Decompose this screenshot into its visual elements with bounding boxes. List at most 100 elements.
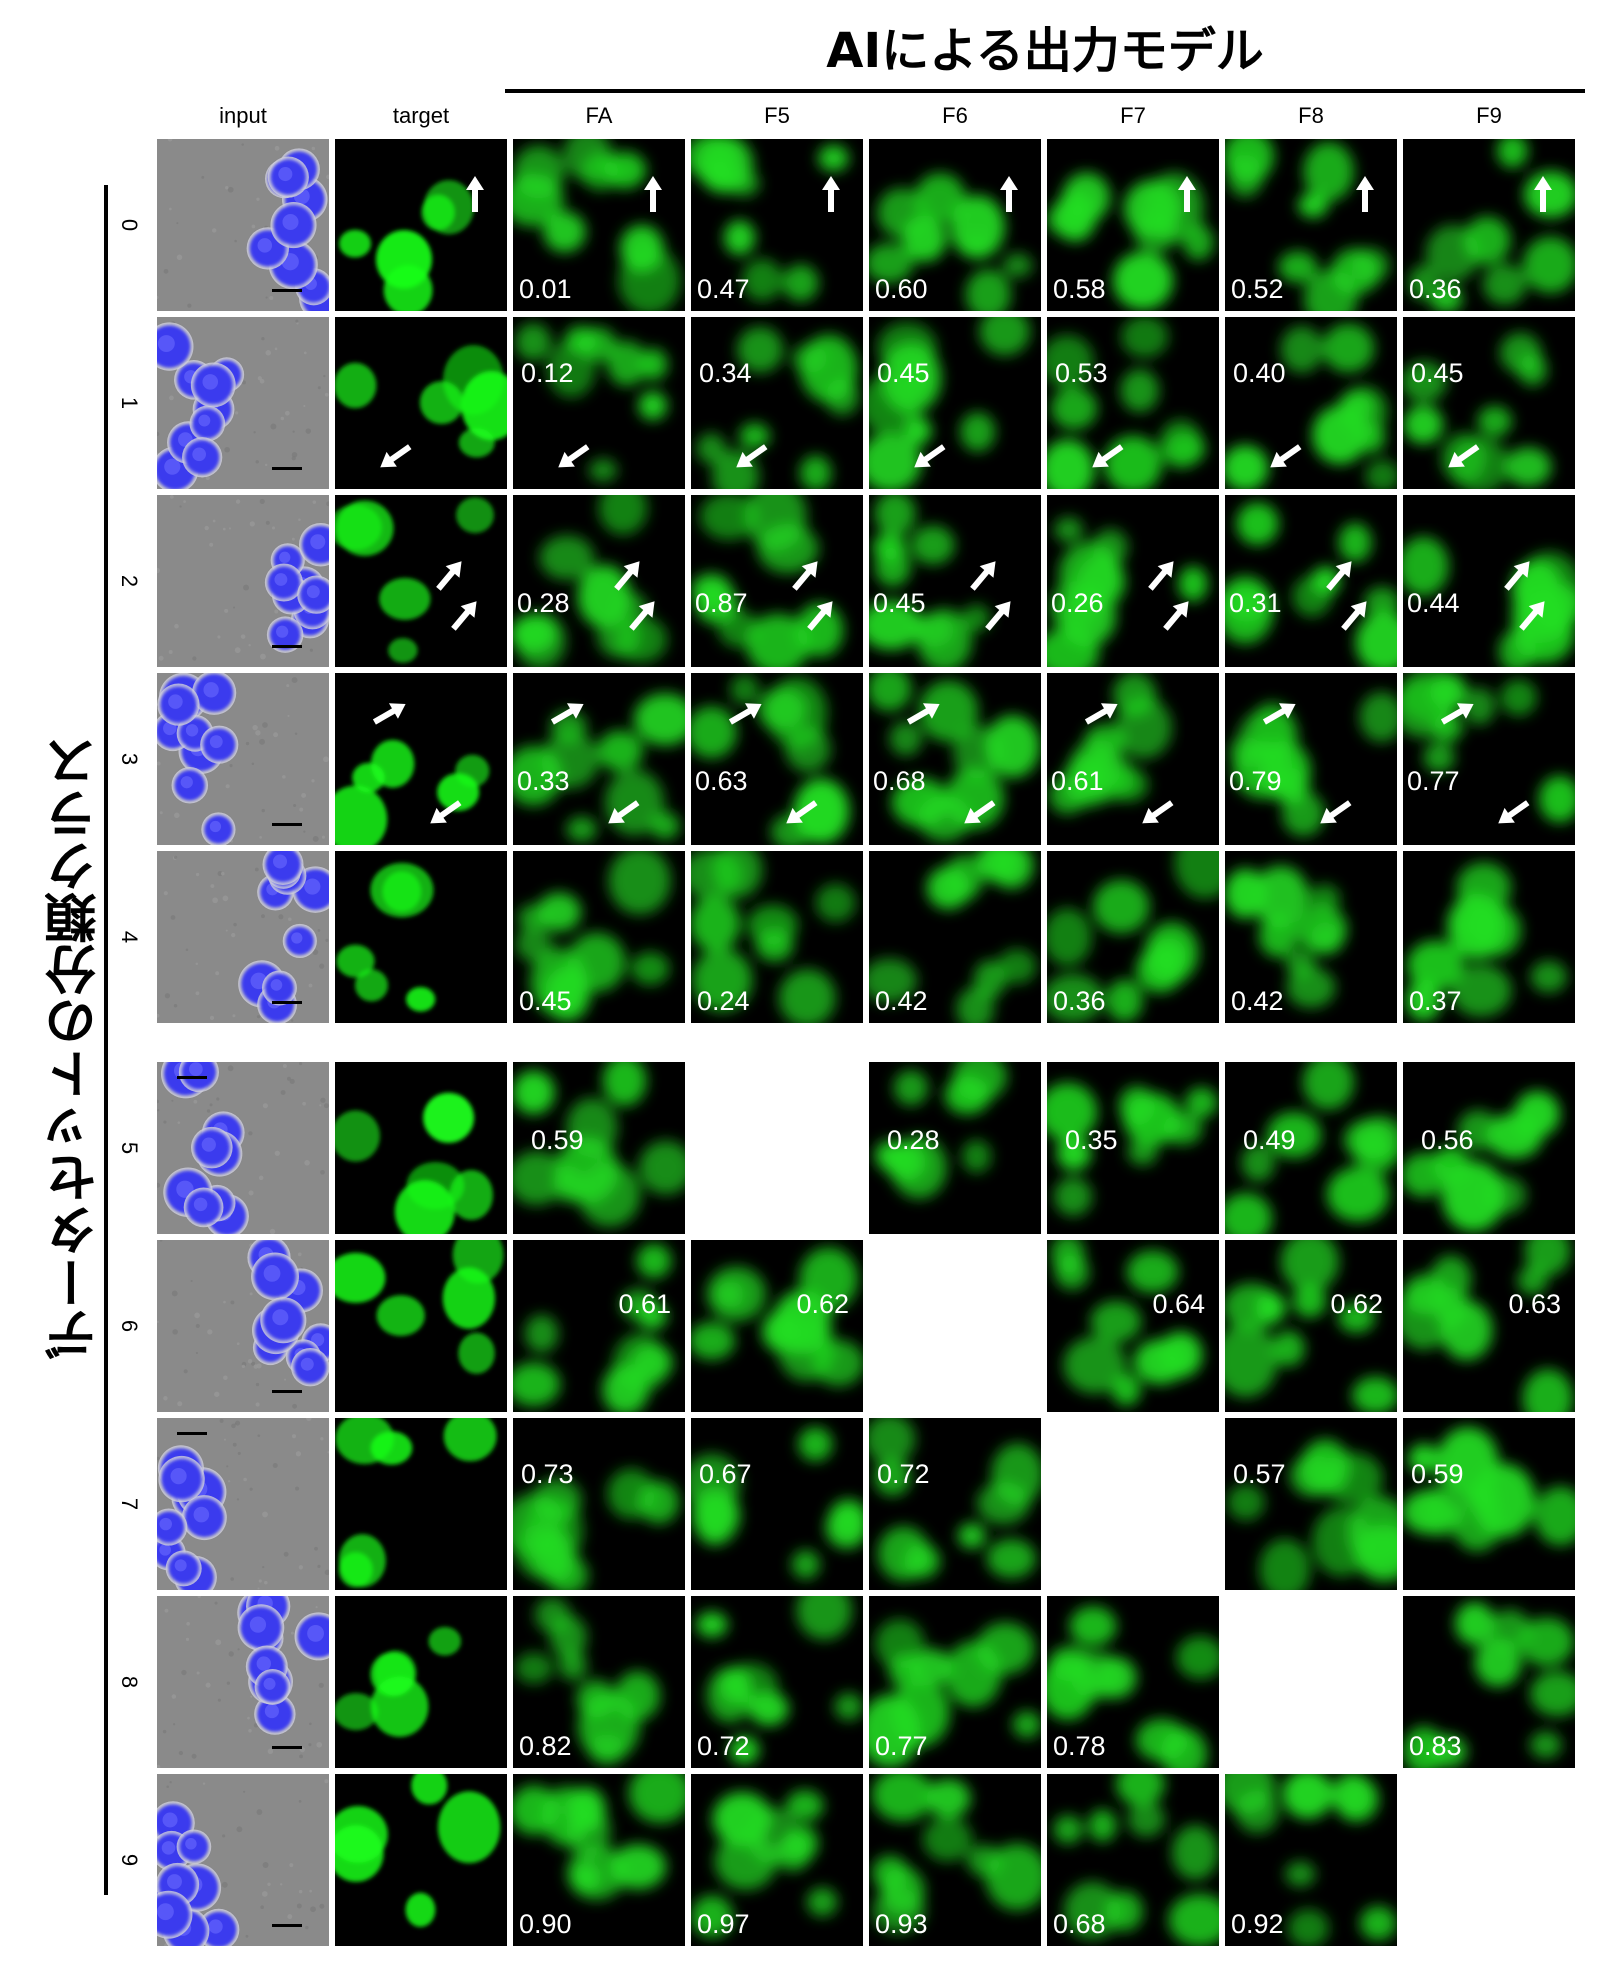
panel-row2-f6: 0.45 [869, 495, 1041, 667]
score-value: 0.01 [519, 274, 572, 304]
panel-row1-input [157, 317, 329, 489]
panel-row1-f8: 0.40 [1225, 317, 1397, 489]
panel-row3-f5: 0.63 [691, 673, 863, 845]
panel-row8-f7: 0.78 [1047, 1596, 1219, 1768]
panel-row9-f6: 0.93 [869, 1774, 1041, 1946]
panel-row5-target [335, 1062, 507, 1234]
score-value: 0.45 [877, 358, 930, 388]
row-label-1: 1 [117, 396, 142, 410]
score-value: 0.42 [875, 986, 928, 1016]
score-value: 0.42 [1231, 986, 1284, 1016]
score-value: 0.33 [517, 766, 570, 796]
panel-row4-f6: 0.42 [869, 851, 1041, 1023]
panel-row7-f8: 0.57 [1225, 1418, 1397, 1590]
side-bracket-line [104, 185, 108, 1895]
panel-row4-target [335, 851, 507, 1023]
panel-row9-f8: 0.92 [1225, 1774, 1397, 1946]
score-value: 0.60 [875, 274, 928, 304]
score-value: 0.28 [887, 1125, 940, 1155]
panel-row1-f7: 0.53 [1047, 317, 1219, 489]
panel-row5-fa: 0.59 [513, 1062, 685, 1234]
score-value: 0.63 [1508, 1289, 1561, 1319]
row-label-6: 6 [117, 1319, 142, 1333]
panel-row2-input [157, 495, 329, 667]
score-value: 0.24 [697, 986, 750, 1016]
score-value: 0.45 [1411, 358, 1464, 388]
panel-row3-f9: 0.77 [1403, 673, 1575, 845]
score-value: 0.47 [697, 274, 750, 304]
score-value: 0.12 [521, 358, 574, 388]
panel-row6-f9: 0.63 [1403, 1240, 1575, 1412]
score-value: 0.61 [1051, 766, 1104, 796]
panel-row3-fa: 0.33 [513, 673, 685, 845]
column-header-input: input [219, 103, 267, 128]
score-value: 0.68 [1053, 1909, 1106, 1939]
column-header-f9: F9 [1476, 103, 1502, 128]
panel-row2-fa: 0.28 [513, 495, 685, 667]
score-value: 0.72 [697, 1731, 750, 1761]
column-header-f7: F7 [1120, 103, 1146, 128]
panel-row8-target [335, 1596, 507, 1768]
panel-row6-f7: 0.64 [1047, 1240, 1219, 1412]
panel-row6-f8: 0.62 [1225, 1240, 1397, 1412]
score-value: 0.62 [1330, 1289, 1383, 1319]
column-header-f8: F8 [1298, 103, 1324, 128]
panel-row0-f9: 0.36 [1403, 139, 1575, 311]
score-value: 0.58 [1053, 274, 1106, 304]
panel-row7-f5: 0.67 [691, 1418, 863, 1590]
score-value: 0.28 [517, 588, 570, 618]
score-value: 0.77 [1407, 766, 1460, 796]
panel-row3-f6: 0.68 [869, 673, 1041, 845]
panel-row6-fa: 0.61 [513, 1240, 685, 1412]
row-label-0: 0 [117, 218, 142, 232]
panel-row4-f9: 0.37 [1403, 851, 1575, 1023]
panel-row5-f9: 0.56 [1403, 1062, 1575, 1234]
panel-row8-f5: 0.72 [691, 1596, 863, 1768]
panel-row9-f5: 0.97 [691, 1774, 863, 1946]
row-label-9: 9 [117, 1853, 142, 1867]
panel-row2-f8: 0.31 [1225, 495, 1397, 667]
panel-row4-f8: 0.42 [1225, 851, 1397, 1023]
score-value: 0.97 [697, 1909, 750, 1939]
panel-row7-f6: 0.72 [869, 1418, 1041, 1590]
panel-row0-target [335, 139, 507, 311]
panel-row9-input [157, 1774, 329, 1946]
score-value: 0.93 [875, 1909, 928, 1939]
panel-row1-f6: 0.45 [869, 317, 1041, 489]
panel-row2-f5: 0.87 [691, 495, 863, 667]
panel-row1-fa: 0.12 [513, 317, 685, 489]
score-value: 0.45 [519, 986, 572, 1016]
panel-row6-f5: 0.62 [691, 1240, 863, 1412]
panel-row7-input [157, 1418, 329, 1590]
panel-row0-fa: 0.01 [513, 139, 685, 311]
score-value: 0.78 [1053, 1731, 1106, 1761]
score-value: 0.37 [1409, 986, 1462, 1016]
column-header-target: target [392, 103, 450, 128]
panel-row8-f6: 0.77 [869, 1596, 1041, 1768]
panel-row3-f7: 0.61 [1047, 673, 1219, 845]
panel-row4-input [157, 851, 329, 1023]
score-value: 0.62 [796, 1289, 849, 1319]
score-value: 0.77 [875, 1731, 928, 1761]
score-value: 0.68 [873, 766, 926, 796]
score-value: 0.35 [1065, 1125, 1118, 1155]
panel-row1-f5: 0.34 [691, 317, 863, 489]
panel-row5-f7: 0.35 [1047, 1062, 1219, 1234]
output-model-title: AIによる出力モデル [826, 23, 1264, 79]
score-value: 0.57 [1233, 1459, 1286, 1489]
panel-row2-target [335, 495, 507, 667]
panel-row5-f6: 0.28 [869, 1062, 1041, 1234]
panel-row1-target [335, 317, 507, 489]
panel-row7-target [335, 1418, 507, 1590]
column-header-f6: F6 [942, 103, 968, 128]
row-label-4: 4 [117, 930, 142, 944]
score-value: 0.87 [695, 588, 748, 618]
score-value: 0.59 [531, 1125, 584, 1155]
row-label-3: 3 [117, 752, 142, 766]
panel-row0-f5: 0.47 [691, 139, 863, 311]
panel-row2-f7: 0.26 [1047, 495, 1219, 667]
row-label-2: 2 [117, 574, 142, 588]
score-value: 0.92 [1231, 1909, 1284, 1939]
score-value: 0.36 [1409, 274, 1462, 304]
panel-row9-target [335, 1774, 507, 1946]
